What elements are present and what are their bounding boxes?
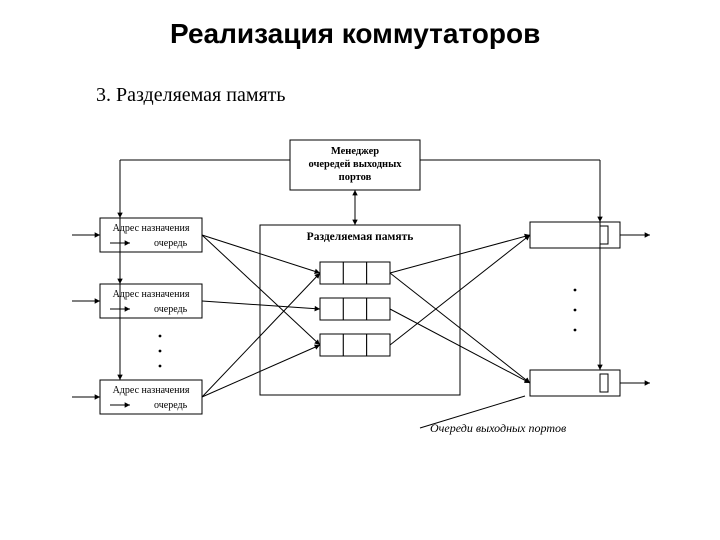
svg-text:очередь: очередь xyxy=(154,238,188,249)
svg-text:Адрес назначения: Адрес назначения xyxy=(113,223,190,234)
svg-text:Очереди выходных портов: Очереди выходных портов xyxy=(430,421,566,435)
svg-text:очередей выходных: очередей выходных xyxy=(308,159,402,170)
slide: Реализация коммутаторов 3. Разделяемая п… xyxy=(0,0,720,540)
svg-text:портов: портов xyxy=(339,172,372,183)
svg-text:Адрес назначения: Адрес назначения xyxy=(113,385,190,396)
svg-text:Менеджер: Менеджер xyxy=(331,146,379,157)
svg-text:очередь: очередь xyxy=(154,304,188,315)
svg-text:Разделяемая память: Разделяемая память xyxy=(307,231,414,243)
svg-text:очередь: очередь xyxy=(154,400,188,411)
svg-text:Адрес назначения: Адрес назначения xyxy=(113,289,190,300)
diagram-canvas: Менеджер очередей выходных портов Разделяем… xyxy=(0,0,720,540)
